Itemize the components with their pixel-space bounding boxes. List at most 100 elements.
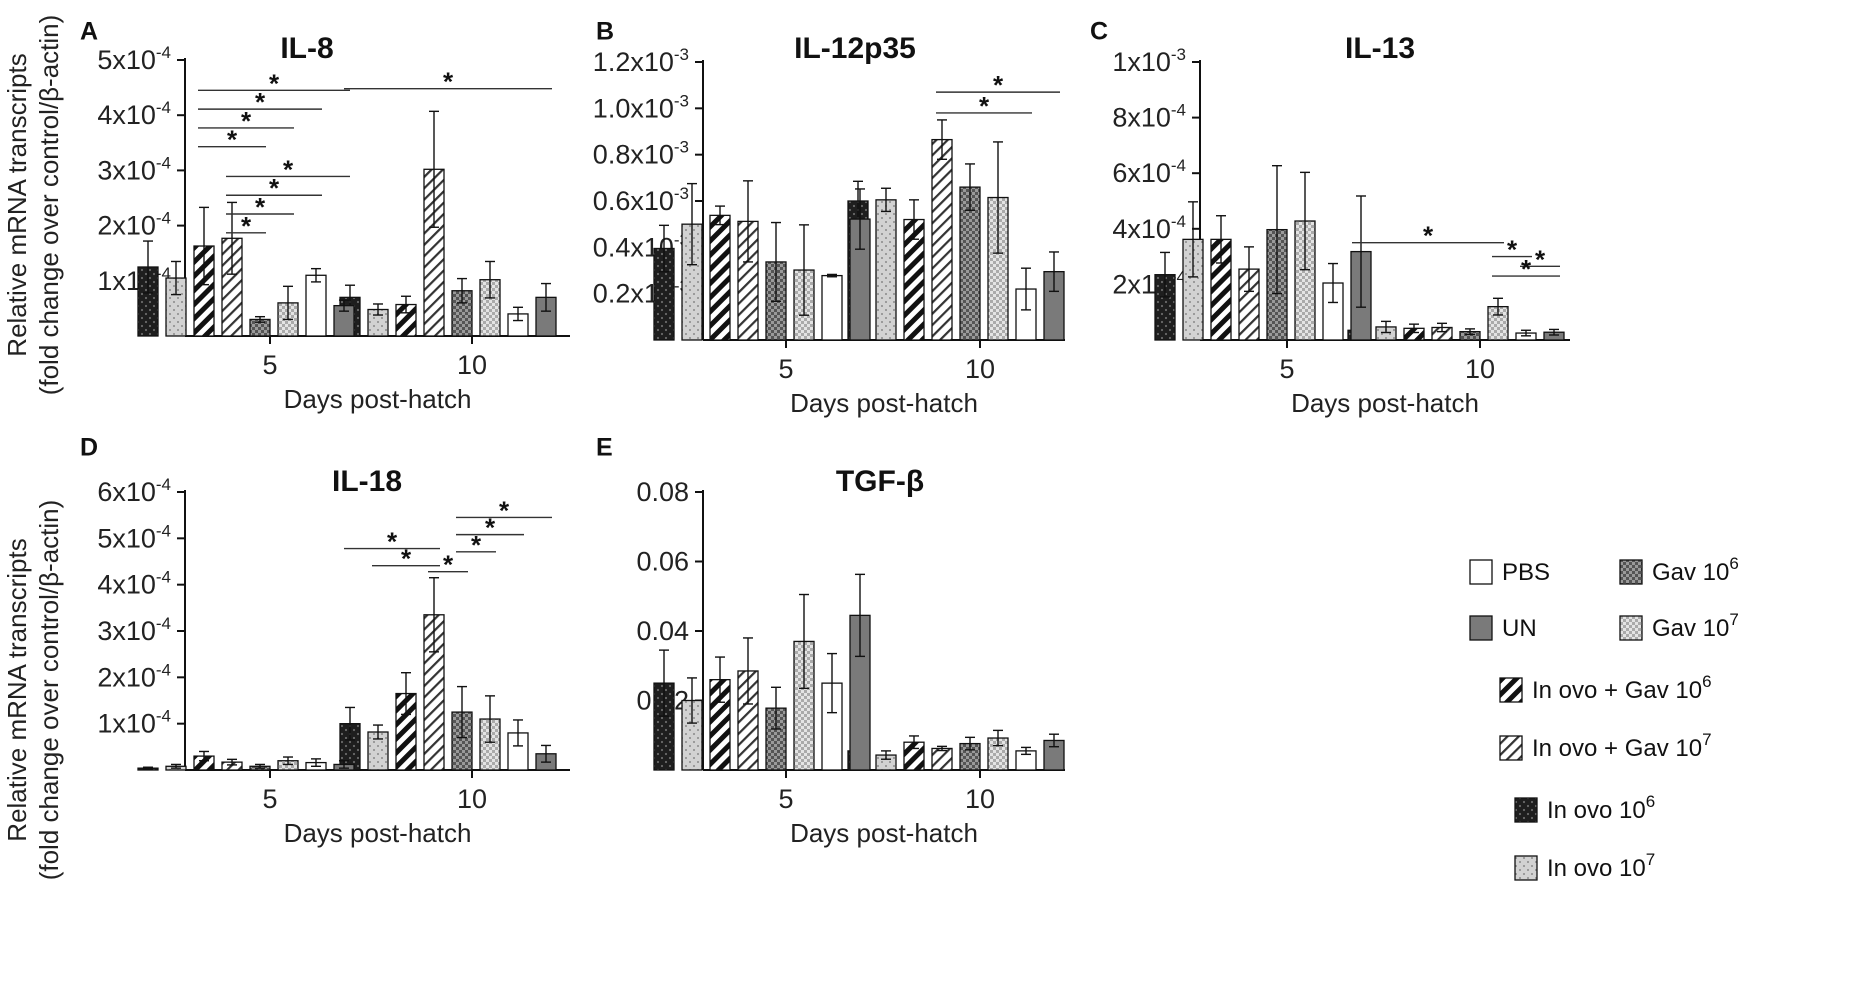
significance-star: * [485, 513, 496, 543]
error-bar [429, 577, 439, 653]
error-bar [255, 315, 265, 323]
error-bar [1021, 746, 1031, 756]
legend-item-un: UN [1469, 615, 1537, 642]
error-bar [715, 656, 725, 703]
legend-swatch [1619, 559, 1643, 585]
significance-star: * [443, 550, 454, 580]
panel-B: BIL-12p350.2x10-30.4x10-30.6x10-30.8x10-… [593, 18, 1065, 418]
error-bar [199, 750, 209, 762]
error-bar [227, 758, 237, 766]
bar-pbs-day5 [305, 274, 327, 337]
error-bar [1437, 322, 1447, 333]
error-bar [345, 706, 355, 741]
legend-label: In ovo + Gav 106 [1532, 672, 1712, 704]
y-tick-label: 3x10-4 [97, 614, 171, 646]
panel-letter: D [80, 434, 98, 462]
y-tick-label: 0.04 [636, 616, 689, 646]
significance-star: * [499, 495, 510, 525]
y-tick-label: 5x10-4 [97, 43, 171, 75]
error-bar [827, 273, 837, 278]
legend-label: UN [1502, 615, 1537, 642]
error-bar [1381, 320, 1391, 334]
panel-A: A IL-8 1x10-4 2x10-4 3x10-4 4x10-4 5x10-4 5 10 Da… [80, 18, 570, 414]
significance-star: * [255, 87, 266, 117]
error-bar [687, 182, 697, 266]
y-axis-label-row1-line2: (fold change over control/β-actin) [34, 15, 64, 396]
legend-label: In ovo 106 [1547, 792, 1655, 824]
legend-swatch [1499, 677, 1523, 703]
legend-item-io6: In ovo 106 [1514, 792, 1655, 824]
error-bar [401, 672, 411, 716]
significance-star: * [1535, 244, 1546, 274]
legend-label: Gav 107 [1652, 610, 1739, 642]
y-axis-label-row1-line1: Relative mRNA transcripts [2, 53, 32, 356]
error-bar [1409, 323, 1419, 334]
error-bar [541, 744, 551, 763]
error-bar [311, 267, 321, 283]
bar-pbs-day5 [821, 274, 843, 341]
bar-iog7-day10 [931, 138, 953, 341]
y-tick-label: 0.8x10-3 [593, 138, 689, 170]
legend: PBS Gav 106 UN Gav 107 In ovo + Gav 106 In ov… [1469, 554, 1739, 882]
y-tick-label: 6x10-4 [1112, 156, 1186, 188]
error-bar [401, 295, 411, 314]
error-bar [937, 119, 947, 161]
legend-swatch [1469, 559, 1493, 585]
error-bar [715, 205, 725, 226]
error-bar [659, 649, 669, 717]
y-tick-label: 3x10-4 [97, 153, 171, 185]
error-bar [827, 652, 837, 714]
error-bar [937, 745, 947, 752]
x-tick-label: 10 [457, 350, 487, 380]
error-bar [1521, 329, 1531, 337]
significance-star: * [993, 70, 1004, 100]
error-bar [993, 729, 1003, 747]
error-bar [909, 199, 919, 240]
error-bar [339, 760, 349, 769]
significance-star: * [269, 173, 280, 203]
legend-item-gav6: Gav 106 [1619, 554, 1739, 586]
error-bar [1160, 251, 1170, 298]
legend-swatch [1514, 797, 1538, 823]
bar-iog6-day5 [709, 214, 731, 341]
error-bar [687, 677, 697, 724]
bar-io7-day10 [875, 199, 897, 341]
error-bar [143, 766, 153, 770]
error-bar [199, 206, 209, 286]
y-tick-label: 1x10-4 [97, 264, 171, 296]
error-bar [339, 299, 349, 312]
error-bar [799, 224, 809, 316]
significance-star: * [1423, 221, 1434, 251]
error-bar [171, 260, 181, 296]
error-bar [1549, 328, 1559, 336]
error-bar [373, 724, 383, 740]
significance-star: * [1507, 235, 1518, 265]
error-bar [1300, 171, 1310, 271]
y-tick-label: 0.08 [636, 477, 689, 507]
panel-letter: A [80, 18, 98, 46]
error-bar [513, 719, 523, 747]
x-tick-label: 5 [778, 354, 793, 384]
y-tick-label: 1x10-3 [1112, 45, 1186, 77]
y-tick-label: 8x10-4 [1112, 101, 1186, 133]
error-bar [457, 685, 467, 739]
significance-star: * [1521, 254, 1532, 284]
y-tick-label: 1x10-4 [97, 707, 171, 739]
legend-swatch [1514, 855, 1538, 881]
error-bar [1465, 328, 1475, 336]
y-tick-label: 5x10-4 [97, 521, 171, 553]
panel-letter: C [1090, 18, 1108, 46]
significance-star: * [283, 154, 294, 184]
y-tick-label: 0.06 [636, 547, 689, 577]
error-bar [311, 758, 321, 767]
significance-star: * [227, 125, 238, 155]
error-bar [283, 285, 293, 321]
x-tick-label: 10 [1465, 354, 1495, 384]
chart-title: IL-12p35 [794, 32, 916, 65]
y-tick-label: 6x10-4 [97, 475, 171, 507]
legend-label: Gav 106 [1652, 554, 1739, 586]
y-tick-label: 4x10-4 [1112, 212, 1186, 244]
y-tick-label: 1.0x10-3 [593, 91, 689, 123]
